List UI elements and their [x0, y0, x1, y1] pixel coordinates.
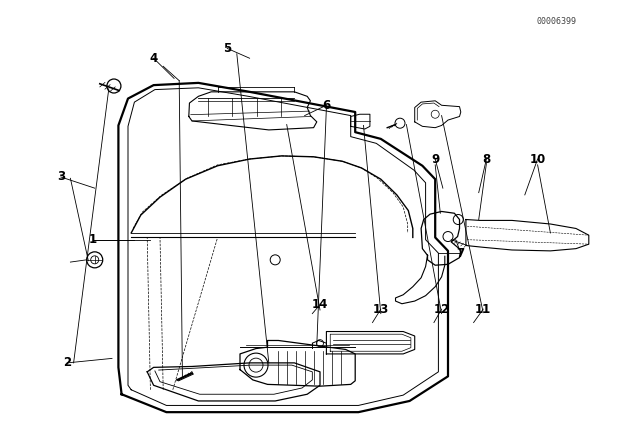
Text: 9: 9: [431, 152, 439, 166]
Text: 7: 7: [457, 246, 465, 260]
Text: 13: 13: [372, 302, 389, 316]
Text: 2: 2: [63, 356, 71, 370]
Text: 4: 4: [150, 52, 157, 65]
Text: 5: 5: [223, 42, 231, 55]
Text: 12: 12: [433, 302, 450, 316]
Text: 6: 6: [323, 99, 330, 112]
Text: 3: 3: [57, 170, 65, 184]
Text: 14: 14: [312, 298, 328, 311]
Text: 1: 1: [89, 233, 97, 246]
Text: 00006399: 00006399: [537, 17, 577, 26]
Text: 8: 8: [483, 152, 490, 166]
Text: 10: 10: [529, 152, 546, 166]
Text: 11: 11: [475, 302, 492, 316]
